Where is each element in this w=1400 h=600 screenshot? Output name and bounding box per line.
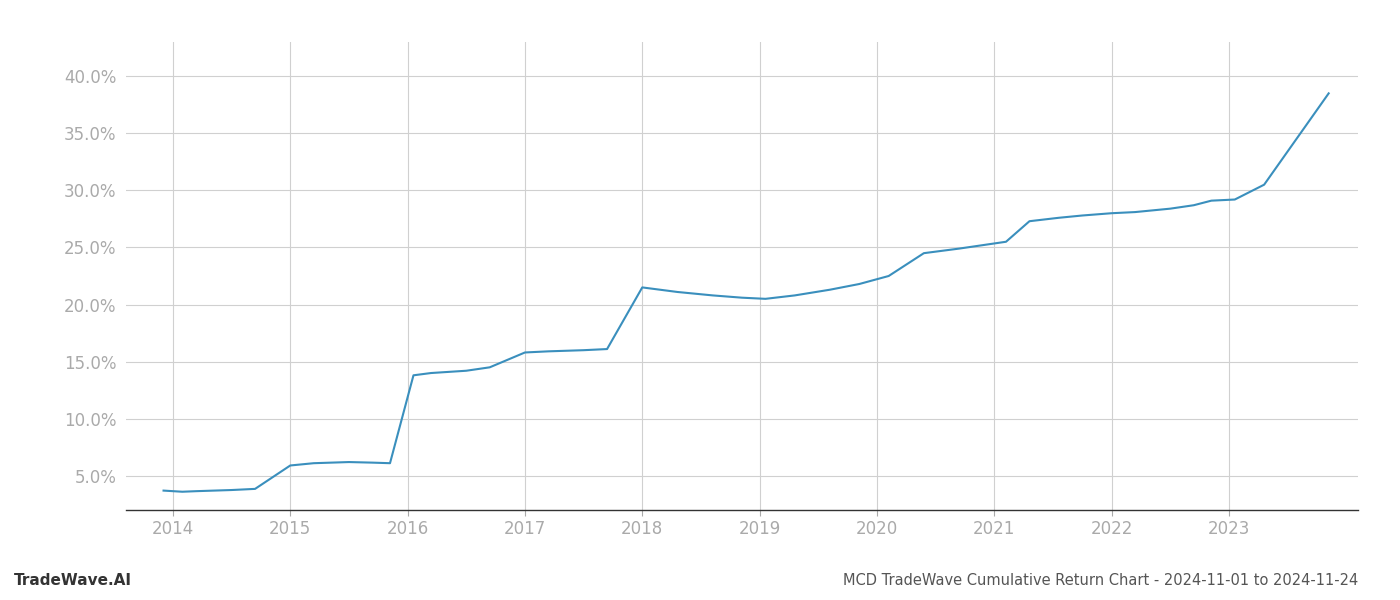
Text: TradeWave.AI: TradeWave.AI — [14, 573, 132, 588]
Text: MCD TradeWave Cumulative Return Chart - 2024-11-01 to 2024-11-24: MCD TradeWave Cumulative Return Chart - … — [843, 573, 1358, 588]
